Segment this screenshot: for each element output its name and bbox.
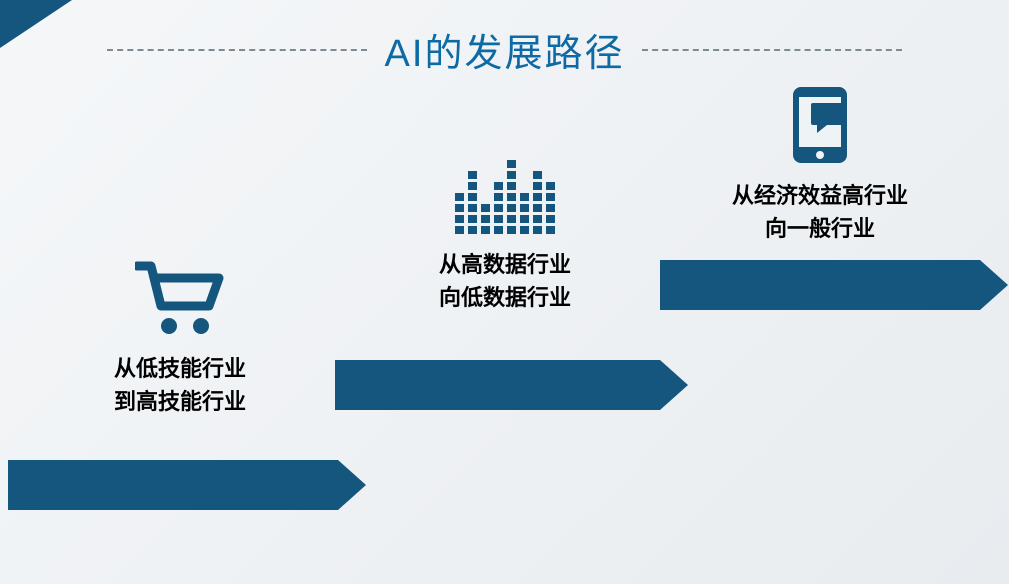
step-3-line1: 从经济效益高行业 (732, 179, 908, 212)
arrow-2 (335, 360, 660, 410)
step-2-label: 从高数据行业 向低数据行业 (439, 248, 571, 314)
step-2-line2: 向低数据行业 (439, 281, 571, 314)
step-3-line2: 向一般行业 (732, 212, 908, 245)
phone-chat-icon (787, 85, 853, 165)
step-3: 从经济效益高行业 向一般行业 (700, 85, 940, 245)
steps-container: 从低技能行业 到高技能行业 从高数据行业 向低数据行业 (0, 0, 1009, 584)
step-1-label: 从低技能行业 到高技能行业 (114, 352, 246, 418)
equalizer-icon (455, 160, 555, 234)
cart-icon (135, 260, 225, 338)
step-3-label: 从经济效益高行业 向一般行业 (732, 179, 908, 245)
arrow-1 (8, 460, 338, 510)
arrow-3 (660, 260, 980, 310)
step-2-line1: 从高数据行业 (439, 248, 571, 281)
step-2: 从高数据行业 向低数据行业 (405, 160, 605, 314)
step-1-line2: 到高技能行业 (114, 385, 246, 418)
step-1: 从低技能行业 到高技能行业 (80, 260, 280, 418)
step-1-line1: 从低技能行业 (114, 352, 246, 385)
